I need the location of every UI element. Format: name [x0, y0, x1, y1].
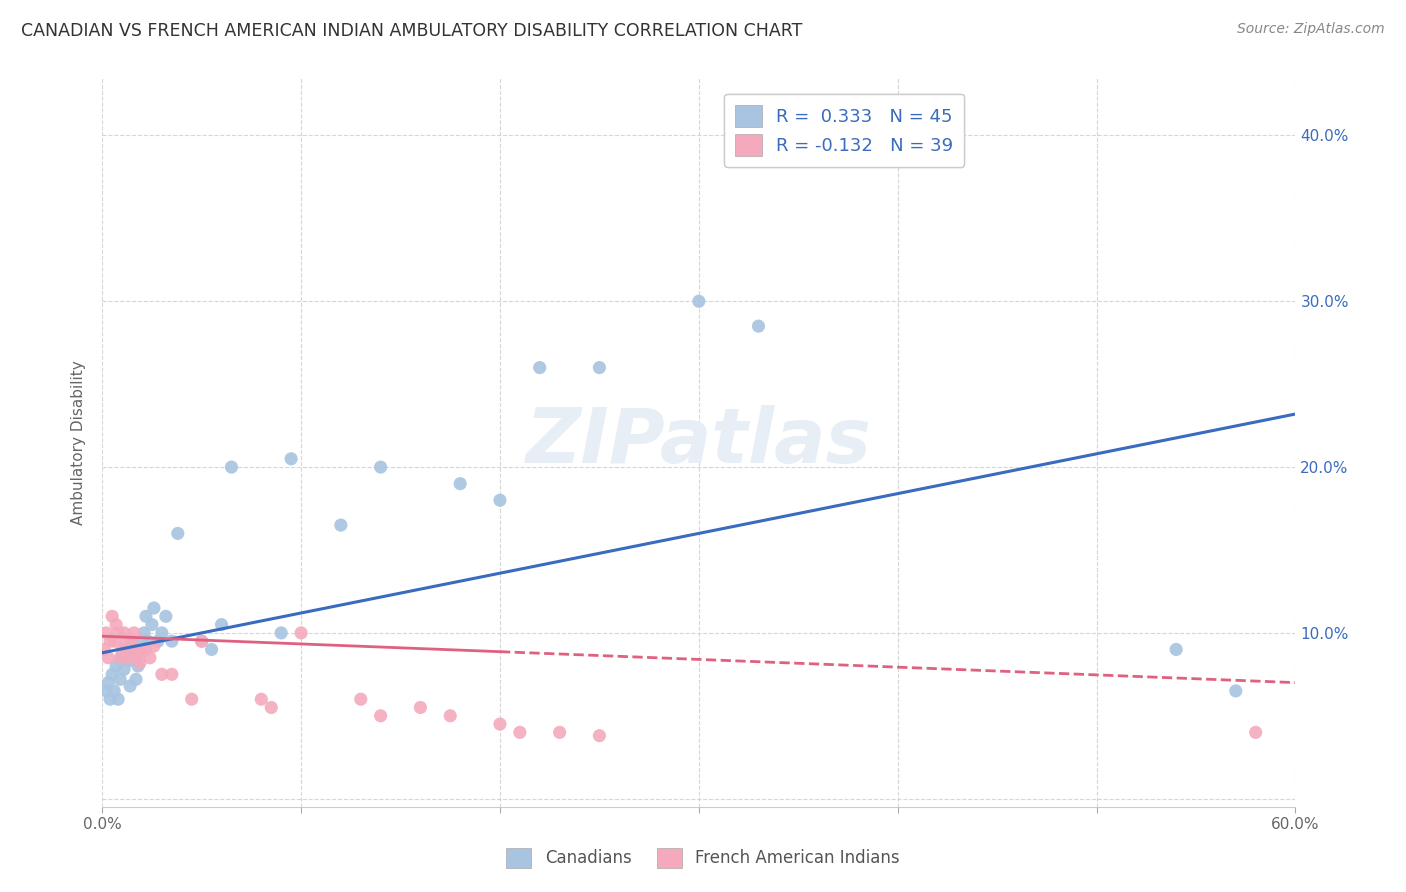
Point — [136, 634, 159, 648]
Text: ZIPatlas: ZIPatlas — [526, 405, 872, 479]
Point — [101, 667, 124, 681]
Point — [103, 684, 125, 698]
Point — [127, 659, 149, 673]
Point — [160, 634, 183, 648]
Point — [118, 639, 141, 653]
Point — [103, 634, 125, 648]
Point — [150, 667, 173, 681]
Point — [101, 609, 124, 624]
Point — [131, 646, 153, 660]
Point — [290, 626, 312, 640]
Point — [270, 626, 292, 640]
Point — [105, 617, 128, 632]
Point — [108, 650, 131, 665]
Point — [190, 634, 212, 648]
Point — [221, 460, 243, 475]
Point — [135, 609, 157, 624]
Point — [115, 642, 138, 657]
Point — [111, 650, 134, 665]
Point — [142, 601, 165, 615]
Point — [439, 708, 461, 723]
Point — [111, 642, 134, 657]
Point — [125, 650, 148, 665]
Point — [122, 646, 145, 660]
Point — [125, 673, 148, 687]
Point — [329, 518, 352, 533]
Point — [141, 617, 163, 632]
Point — [142, 639, 165, 653]
Point — [118, 679, 141, 693]
Legend: R =  0.333   N = 45, R = -0.132   N = 39: R = 0.333 N = 45, R = -0.132 N = 39 — [724, 94, 965, 167]
Point — [250, 692, 273, 706]
Point — [96, 684, 118, 698]
Point — [98, 634, 121, 648]
Point — [747, 319, 769, 334]
Point — [180, 692, 202, 706]
Y-axis label: Ambulatory Disability: Ambulatory Disability — [72, 359, 86, 524]
Point — [211, 617, 233, 632]
Point — [129, 656, 152, 670]
Point — [1225, 684, 1247, 698]
Point — [107, 626, 129, 640]
Point — [108, 673, 131, 687]
Point — [135, 642, 157, 657]
Point — [160, 667, 183, 681]
Point — [97, 675, 120, 690]
Text: CANADIAN VS FRENCH AMERICAN INDIAN AMBULATORY DISABILITY CORRELATION CHART: CANADIAN VS FRENCH AMERICAN INDIAN AMBUL… — [21, 22, 803, 40]
Point — [115, 634, 138, 648]
Point — [489, 493, 512, 508]
Point — [150, 626, 173, 640]
Point — [200, 642, 222, 657]
Point — [132, 626, 155, 640]
Point — [121, 634, 143, 648]
Point — [112, 626, 135, 640]
Point — [1244, 725, 1267, 739]
Point — [588, 360, 610, 375]
Point — [548, 725, 571, 739]
Point — [688, 294, 710, 309]
Point — [260, 700, 283, 714]
Point — [117, 654, 139, 668]
Point — [146, 634, 169, 648]
Point — [121, 634, 143, 648]
Point — [509, 725, 531, 739]
Point — [112, 662, 135, 676]
Point — [96, 626, 118, 640]
Point — [449, 476, 471, 491]
Legend: Canadians, French American Indians: Canadians, French American Indians — [499, 841, 907, 875]
Point — [190, 634, 212, 648]
Point — [409, 700, 432, 714]
Point — [131, 634, 153, 648]
Point — [155, 609, 177, 624]
Point — [98, 692, 121, 706]
Point — [529, 360, 551, 375]
Point — [489, 717, 512, 731]
Point — [93, 642, 115, 657]
Point — [166, 526, 188, 541]
Point — [122, 626, 145, 640]
Point — [866, 136, 889, 151]
Point — [97, 650, 120, 665]
Point — [127, 642, 149, 657]
Point — [350, 692, 373, 706]
Point — [105, 659, 128, 673]
Point — [107, 692, 129, 706]
Point — [139, 650, 162, 665]
Text: Source: ZipAtlas.com: Source: ZipAtlas.com — [1237, 22, 1385, 37]
Point — [1166, 642, 1188, 657]
Point — [280, 451, 302, 466]
Point — [370, 460, 392, 475]
Point — [588, 729, 610, 743]
Point — [370, 708, 392, 723]
Point — [117, 650, 139, 665]
